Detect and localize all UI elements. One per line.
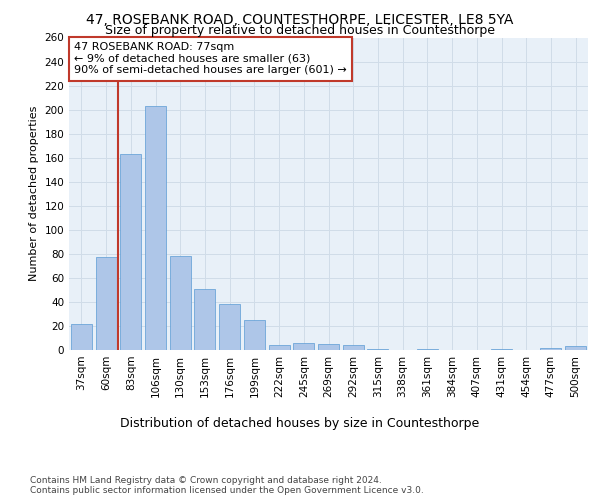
Bar bbox=[293, 343, 314, 350]
Bar bbox=[120, 154, 141, 350]
Bar bbox=[367, 349, 388, 350]
Bar bbox=[145, 106, 166, 350]
Bar bbox=[170, 256, 191, 350]
Bar bbox=[244, 320, 265, 350]
Bar bbox=[491, 349, 512, 350]
Text: Contains HM Land Registry data © Crown copyright and database right 2024.
Contai: Contains HM Land Registry data © Crown c… bbox=[30, 476, 424, 495]
Bar bbox=[343, 345, 364, 350]
Bar bbox=[194, 288, 215, 350]
Text: Distribution of detached houses by size in Countesthorpe: Distribution of detached houses by size … bbox=[121, 418, 479, 430]
Bar bbox=[541, 348, 562, 350]
Bar bbox=[565, 346, 586, 350]
Y-axis label: Number of detached properties: Number of detached properties bbox=[29, 106, 39, 282]
Bar bbox=[219, 304, 240, 350]
Bar bbox=[269, 345, 290, 350]
Bar bbox=[318, 344, 339, 350]
Text: 47 ROSEBANK ROAD: 77sqm
← 9% of detached houses are smaller (63)
90% of semi-det: 47 ROSEBANK ROAD: 77sqm ← 9% of detached… bbox=[74, 42, 347, 76]
Bar bbox=[417, 349, 438, 350]
Text: Size of property relative to detached houses in Countesthorpe: Size of property relative to detached ho… bbox=[105, 24, 495, 37]
Text: 47, ROSEBANK ROAD, COUNTESTHORPE, LEICESTER, LE8 5YA: 47, ROSEBANK ROAD, COUNTESTHORPE, LEICES… bbox=[86, 12, 514, 26]
Bar bbox=[71, 324, 92, 350]
Bar bbox=[95, 258, 116, 350]
